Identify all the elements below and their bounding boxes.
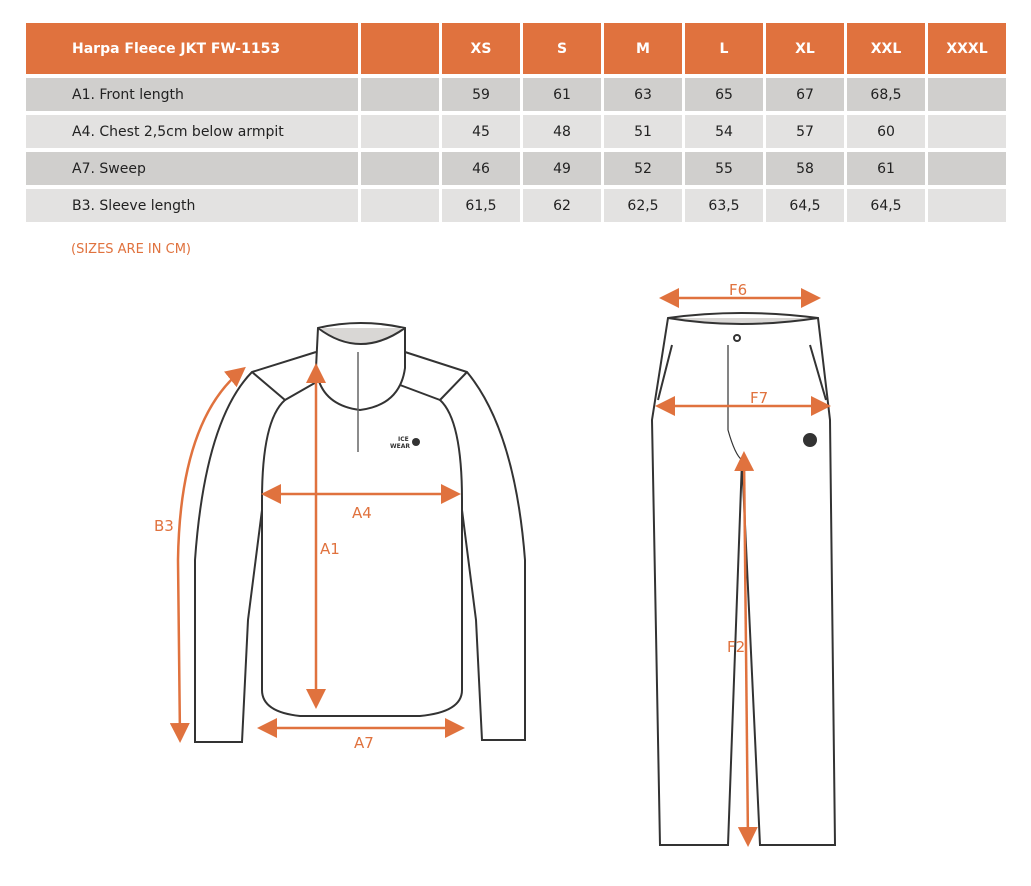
arrow-b3: [169, 366, 246, 743]
value-cell: 65: [685, 78, 763, 111]
table-row: B3. Sleeve length 61,5 62 62,5 63,5 64,5 64,5: [26, 189, 1006, 222]
value-cell: 48: [523, 115, 601, 148]
units-note: (SIZES ARE IN CM): [71, 242, 191, 257]
product-title: Harpa Fleece JKT FW-1153: [26, 23, 358, 74]
value-cell: 61: [523, 78, 601, 111]
label-a1: A1: [320, 540, 340, 558]
value-cell: 51: [604, 115, 682, 148]
label-b3: B3: [154, 517, 174, 535]
size-header-xl: XL: [766, 23, 844, 74]
size-header-m: M: [604, 23, 682, 74]
table-row: A7. Sweep 46 49 52 55 58 61: [26, 152, 1006, 185]
table-row: A1. Front length 59 61 63 65 67 68,5: [26, 78, 1006, 111]
value-cell: 61,5: [442, 189, 520, 222]
value-cell: [928, 152, 1006, 185]
table-row: A4. Chest 2,5cm below armpit 45 48 51 54 57 60: [26, 115, 1006, 148]
value-cell: 64,5: [766, 189, 844, 222]
label-f2: F2: [727, 638, 745, 656]
value-cell: 63: [604, 78, 682, 111]
value-cell: 58: [766, 152, 844, 185]
size-header-xxl: XXL: [847, 23, 925, 74]
label-a7: A7: [354, 734, 374, 752]
blank-header: [361, 23, 439, 74]
row-label: B3. Sleeve length: [26, 189, 358, 222]
measurement-labels: A4 A1 B3 A7 F6 F7 F2: [154, 281, 768, 752]
value-cell: 68,5: [847, 78, 925, 111]
jacket-drawing: [194, 322, 526, 743]
value-cell: 61: [847, 152, 925, 185]
size-header-s: S: [523, 23, 601, 74]
pants-drawing: [650, 312, 837, 846]
size-header-xxxl: XXXL: [928, 23, 1006, 74]
arrow-f2: [734, 451, 758, 847]
blank-cell: [361, 152, 439, 185]
value-cell: 49: [523, 152, 601, 185]
value-cell: 57: [766, 115, 844, 148]
size-header-xs: XS: [442, 23, 520, 74]
label-f6: F6: [729, 281, 747, 299]
value-cell: 46: [442, 152, 520, 185]
value-cell: 55: [685, 152, 763, 185]
value-cell: 45: [442, 115, 520, 148]
measurement-arrows: [169, 288, 831, 847]
blank-cell: [361, 189, 439, 222]
size-header-l: L: [685, 23, 763, 74]
value-cell: 67: [766, 78, 844, 111]
label-f7: F7: [750, 389, 768, 407]
blank-cell: [361, 115, 439, 148]
value-cell: 59: [442, 78, 520, 111]
value-cell: 64,5: [847, 189, 925, 222]
value-cell: [928, 189, 1006, 222]
value-cell: [928, 78, 1006, 111]
value-cell: 63,5: [685, 189, 763, 222]
value-cell: [928, 115, 1006, 148]
table-header-row: Harpa Fleece JKT FW-1153 XS S M L XL XXL XXXL: [26, 23, 1006, 74]
ice-wear-logo: ICE WEAR: [390, 436, 420, 450]
size-chart-table: Harpa Fleece JKT FW-1153 XS S M L XL XXL XXXL …: [23, 19, 1009, 226]
row-label: A4. Chest 2,5cm below armpit: [26, 115, 358, 148]
blank-cell: [361, 78, 439, 111]
row-label: A1. Front length: [26, 78, 358, 111]
value-cell: 54: [685, 115, 763, 148]
logo-text-wear: WEAR: [390, 443, 410, 450]
row-label: A7. Sweep: [26, 152, 358, 185]
value-cell: 52: [604, 152, 682, 185]
value-cell: 62,5: [604, 189, 682, 222]
label-a4: A4: [352, 504, 372, 522]
value-cell: 62: [523, 189, 601, 222]
logo-text-ice: ICE: [398, 436, 409, 443]
value-cell: 60: [847, 115, 925, 148]
